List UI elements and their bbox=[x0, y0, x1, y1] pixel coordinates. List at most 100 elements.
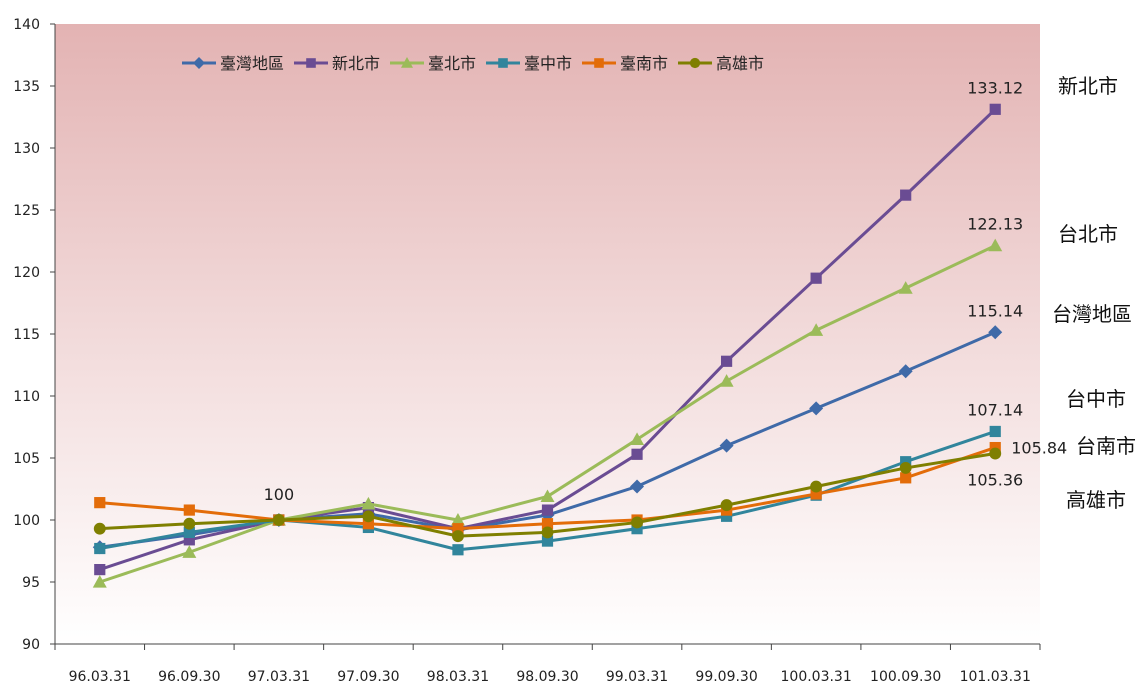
data-point-square bbox=[183, 534, 195, 546]
x-tick-label: 100.09.30 bbox=[870, 669, 941, 685]
data-point-triangle bbox=[898, 281, 913, 294]
data-point-square bbox=[810, 272, 822, 284]
data-point-diamond bbox=[193, 57, 205, 69]
data-point-square bbox=[989, 103, 1001, 115]
data-point-square bbox=[94, 542, 106, 555]
data-point-square bbox=[989, 425, 1001, 438]
data-label: 105.84 bbox=[1011, 439, 1067, 458]
data-point-square bbox=[94, 497, 106, 509]
plot-area bbox=[55, 24, 1040, 644]
data-label: 100 bbox=[264, 485, 295, 504]
x-tick-label: 98.03.31 bbox=[427, 669, 489, 685]
data-point-triangle bbox=[809, 323, 824, 336]
data-point-circle bbox=[541, 526, 554, 539]
data-point-square bbox=[720, 510, 733, 522]
legend-item: 臺灣地區 bbox=[182, 54, 284, 73]
x-tick-label: 96.09.30 bbox=[158, 669, 220, 685]
data-point-triangle bbox=[182, 545, 197, 558]
legend-label: 臺灣地區 bbox=[220, 54, 284, 73]
data-point-square bbox=[452, 544, 464, 556]
legend-item: 臺中市 bbox=[486, 54, 572, 73]
x-tick-label: 96.03.31 bbox=[69, 669, 131, 685]
legend-item: 新北市 bbox=[294, 54, 380, 73]
data-point-square bbox=[720, 355, 733, 367]
data-point-square bbox=[94, 564, 106, 576]
y-tick-label: 110 bbox=[13, 389, 40, 405]
x-tick-label: 99.03.31 bbox=[606, 669, 668, 685]
data-point-triangle bbox=[92, 575, 107, 588]
data-point-triangle bbox=[630, 432, 645, 445]
side-label: 台南市 bbox=[1076, 434, 1136, 458]
data-point-triangle bbox=[450, 513, 465, 526]
data-point-square bbox=[989, 441, 1001, 454]
y-tick-label: 125 bbox=[13, 203, 40, 219]
data-point-square bbox=[631, 523, 643, 535]
data-point-circle bbox=[362, 510, 375, 523]
data-point-triangle bbox=[361, 496, 376, 510]
y-tick-label: 100 bbox=[13, 513, 40, 529]
data-point-diamond bbox=[630, 479, 645, 494]
y-tick-label: 105 bbox=[13, 451, 40, 467]
y-tick-label: 115 bbox=[13, 327, 40, 343]
data-point-square bbox=[498, 58, 508, 68]
series-臺北市 bbox=[92, 238, 1003, 588]
data-point-circle bbox=[452, 530, 464, 543]
data-point-circle bbox=[810, 480, 823, 493]
legend-item: 臺北市 bbox=[390, 54, 476, 73]
data-point-square bbox=[541, 504, 554, 516]
data-point-circle bbox=[720, 499, 733, 512]
data-label: 122.13 bbox=[967, 215, 1023, 234]
data-point-square bbox=[631, 448, 643, 460]
y-tick-label: 90 bbox=[22, 637, 40, 653]
data-point-circle bbox=[899, 461, 912, 474]
data-point-triangle bbox=[988, 238, 1003, 252]
x-tick-label: 99.09.30 bbox=[695, 669, 757, 685]
y-tick-label: 120 bbox=[13, 265, 40, 281]
data-point-diamond bbox=[809, 401, 824, 416]
data-point-square bbox=[594, 58, 604, 68]
data-point-square bbox=[541, 518, 554, 530]
side-label: 台中市 bbox=[1066, 387, 1126, 411]
data-point-square bbox=[900, 189, 912, 201]
x-tick-label: 97.09.30 bbox=[337, 669, 399, 685]
data-point-square bbox=[900, 472, 912, 484]
legend-item: 高雄市 bbox=[678, 54, 764, 73]
data-point-circle bbox=[689, 57, 701, 69]
data-label: 107.14 bbox=[967, 400, 1023, 419]
y-tick-label: 140 bbox=[13, 17, 40, 33]
data-label: 115.14 bbox=[967, 301, 1023, 320]
x-tick-label: 100.03.31 bbox=[781, 669, 852, 685]
y-tick-label: 130 bbox=[13, 141, 40, 157]
data-point-circle bbox=[93, 522, 106, 535]
y-tick-label: 135 bbox=[13, 79, 40, 95]
legend-label: 新北市 bbox=[332, 54, 380, 73]
data-point-square bbox=[362, 518, 375, 530]
data-point-square bbox=[306, 58, 316, 68]
side-label: 台灣地區 bbox=[1052, 302, 1132, 326]
legend-label: 臺中市 bbox=[524, 54, 572, 73]
data-point-triangle bbox=[540, 489, 555, 503]
data-point-square bbox=[900, 456, 912, 468]
side-label: 高雄市 bbox=[1066, 488, 1126, 512]
legend-item: 臺南市 bbox=[582, 54, 668, 73]
data-point-circle bbox=[183, 517, 196, 530]
data-point-circle bbox=[989, 447, 1002, 460]
data-point-square bbox=[541, 535, 554, 547]
y-tick-label: 95 bbox=[22, 575, 40, 591]
side-label: 新北市 bbox=[1058, 74, 1118, 98]
legend-label: 高雄市 bbox=[716, 54, 764, 73]
x-tick-label: 101.03.31 bbox=[960, 669, 1031, 685]
data-label: 105.36 bbox=[967, 471, 1023, 490]
data-point-square bbox=[810, 488, 822, 500]
data-point-diamond bbox=[719, 438, 734, 453]
data-point-circle bbox=[631, 516, 643, 529]
legend-label: 臺南市 bbox=[620, 54, 668, 73]
data-point-circle bbox=[272, 514, 285, 526]
x-tick-label: 98.09.30 bbox=[516, 669, 578, 685]
data-point-diamond bbox=[898, 364, 913, 379]
data-point-square bbox=[183, 526, 195, 538]
series-高雄市 bbox=[93, 447, 1002, 543]
side-label: 台北市 bbox=[1058, 222, 1118, 246]
legend-label: 臺北市 bbox=[428, 54, 476, 73]
